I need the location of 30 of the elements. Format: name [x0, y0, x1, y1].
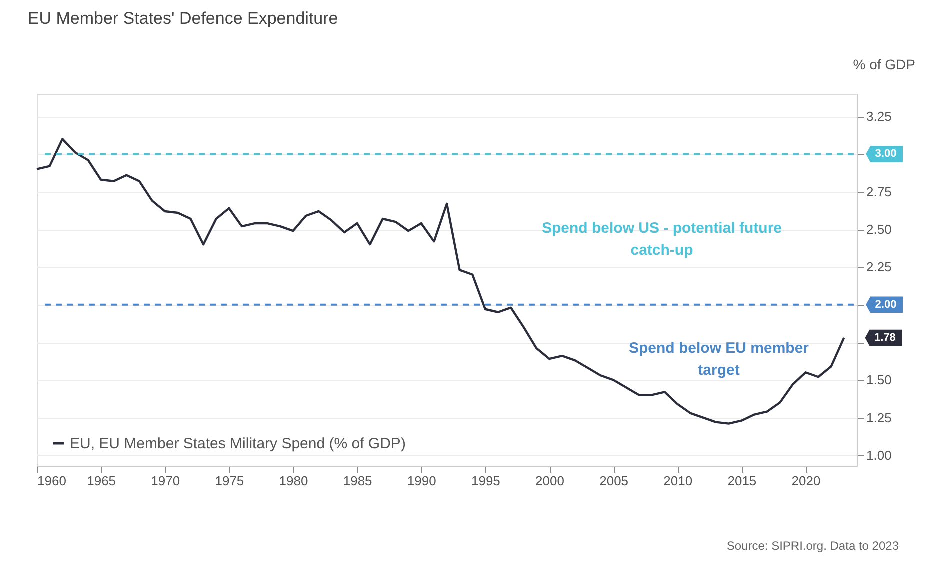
x-tick-label: 1985 [343, 474, 372, 488]
y-tick-label: 2.75 [866, 184, 892, 200]
y-axis-title: % of GDP [853, 56, 916, 72]
y-tick-label: 1.00 [866, 448, 892, 463]
x-tick-label: 1970 [151, 474, 180, 488]
line-series [36, 138, 846, 425]
x-tick-label: 2010 [664, 474, 693, 488]
x-tick-label: 2000 [536, 474, 564, 488]
y-tick-label: 2.50 [866, 222, 892, 238]
chart-title: EU Member States' Defence Expenditure [28, 9, 338, 28]
x-tick-label: 1960 [38, 474, 66, 488]
annotation: 1.78 [874, 332, 896, 344]
source-note: Source: SIPRI.org. Data to 2023 [726, 539, 900, 553]
x-tick-label: 2005 [600, 474, 629, 488]
x-tick-label: 1965 [87, 474, 116, 488]
y-tick-label: 2.25 [866, 260, 892, 275]
x-tick-label: 1975 [215, 474, 244, 488]
annotation: Spend below EU member target [628, 340, 810, 379]
annotation: Spend below US - potential future catch-up [542, 220, 782, 259]
x-tick-label: 2020 [792, 474, 821, 488]
ref-line-label: 2.00 [875, 298, 897, 311]
x-tick-label: 2015 [728, 474, 757, 488]
x-tick-label: 1995 [471, 474, 500, 488]
y-tick-label: 1.50 [866, 372, 892, 388]
y-tick-label: 1.25 [866, 410, 892, 426]
x-tick-label: 1990 [407, 474, 436, 488]
x-tick-label: 1980 [279, 474, 308, 488]
y-tick-label: 3.25 [866, 109, 892, 124]
legend-label: EU, EU Member States Military Spend (% of GDP) [70, 436, 406, 452]
ref-line-label: 3.00 [875, 148, 897, 160]
